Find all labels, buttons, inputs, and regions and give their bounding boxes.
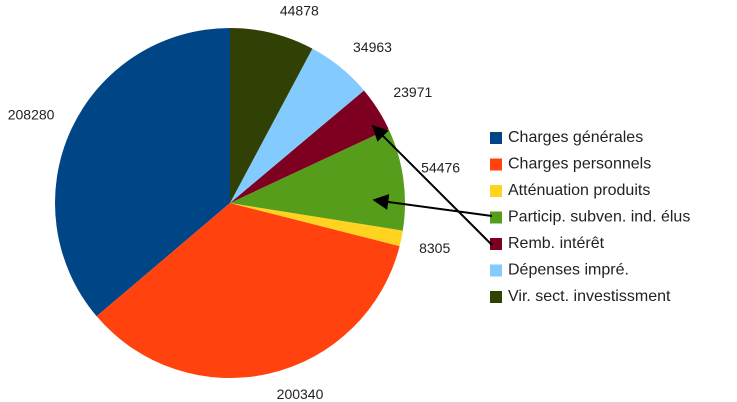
- data-label: 34963: [353, 39, 392, 55]
- legend-label: Atténuation produits: [508, 182, 650, 199]
- legend-label: Dépenses impré.: [508, 262, 629, 279]
- legend-swatch: [490, 264, 502, 277]
- pie-slice: [230, 90, 389, 203]
- arrow: [371, 124, 493, 246]
- data-label: 200340: [277, 386, 324, 402]
- data-label: 208280: [8, 106, 55, 122]
- pie-slice: [96, 203, 400, 378]
- arrow: [372, 194, 493, 217]
- legend-label: Vir. sect. investissment: [508, 288, 671, 305]
- data-label: 23971: [393, 84, 432, 100]
- slices: [55, 28, 405, 378]
- pie-slice: [55, 28, 231, 317]
- pie-slice: [230, 48, 364, 203]
- legend-swatch: [490, 211, 502, 224]
- pie-slice: [230, 203, 403, 247]
- pie-slice: [230, 28, 313, 203]
- legend-swatch: [490, 238, 502, 250]
- legend-swatch: [490, 158, 502, 171]
- labels: 208280 200340 8305 54476 23971 34963 44878: [8, 2, 461, 401]
- data-label: 8305: [419, 240, 450, 256]
- legend-swatch: [490, 291, 502, 303]
- data-label: 44878: [280, 2, 319, 18]
- legend: Charges générales Charges personnels Attén…: [490, 129, 690, 305]
- data-label: 54476: [421, 159, 460, 175]
- legend-swatch: [490, 132, 502, 144]
- legend-label: Charges personnels: [508, 156, 651, 173]
- legend-label: Charges générales: [508, 129, 643, 146]
- legend-label: Remb. intérêt: [508, 235, 605, 252]
- pie-slice: [230, 128, 405, 231]
- legend-label: Particip. subven. ind. élus: [508, 209, 690, 226]
- legend-swatch: [490, 185, 502, 197]
